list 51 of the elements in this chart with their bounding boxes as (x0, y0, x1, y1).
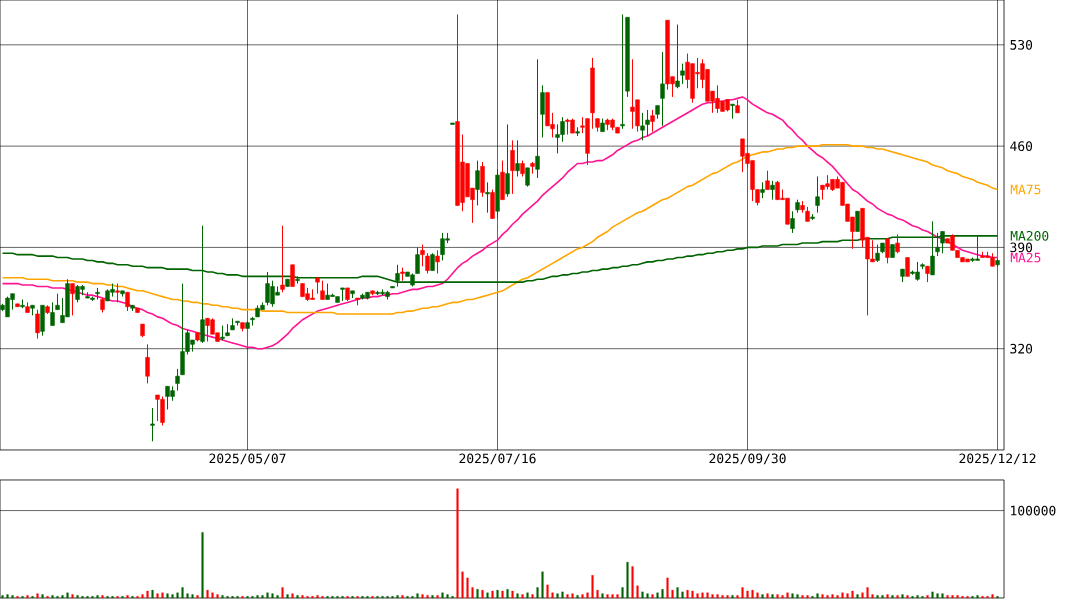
candlestick (620, 13, 625, 130)
candlestick (320, 280, 325, 300)
candlestick (895, 233, 900, 254)
candlestick (650, 109, 655, 133)
candlestick (125, 291, 130, 312)
candlestick (70, 283, 75, 316)
candlestick (540, 84, 545, 138)
series-label: MA25 (1010, 252, 1041, 263)
candlestick (420, 244, 425, 267)
candlestick (425, 252, 430, 274)
candlestick (525, 167, 530, 188)
candlestick (855, 210, 860, 232)
candlestick (505, 123, 510, 198)
candlestick (35, 309, 40, 340)
candlestick (680, 63, 685, 85)
x-tick-label: 2025/09/30 (709, 453, 786, 465)
x-tick-label: 2025/07/16 (459, 453, 536, 465)
candlestick (290, 264, 295, 287)
candlestick (815, 176, 820, 214)
candlestick (150, 407, 155, 442)
series-label: MA75 (1010, 184, 1041, 195)
y-tick-label: 320 (1010, 343, 1033, 354)
candlestick (415, 246, 420, 274)
candlestick (435, 249, 440, 274)
y-tick-label: 460 (1010, 141, 1033, 152)
candlestick (115, 283, 120, 303)
candlestick (770, 180, 775, 201)
candlestick (675, 24, 680, 89)
candlestick (535, 58, 540, 179)
candlestick (660, 51, 665, 127)
y-tick-label: 100000 (1011, 505, 1056, 516)
candlestick (510, 139, 515, 195)
candlestick (645, 109, 650, 137)
candlestick (475, 160, 480, 206)
x-tick-label: 2025/12/12 (959, 453, 1036, 465)
candlestick (730, 103, 735, 120)
candlestick (280, 225, 285, 293)
y-tick-label: 530 (1010, 39, 1033, 50)
candlestick (175, 368, 180, 392)
candlestick (515, 139, 520, 178)
candlestick (640, 112, 645, 141)
candlestick (145, 343, 150, 384)
candlestick (905, 257, 910, 277)
x-tick-label: 2025/05/07 (209, 453, 286, 465)
candlestick (790, 210, 795, 234)
series-label: MA200 (1010, 230, 1049, 241)
candlestick (50, 301, 55, 327)
candlestick (765, 170, 770, 191)
y-tick-label: 390 (1010, 242, 1033, 253)
candlestick (485, 181, 490, 214)
candlestick (885, 238, 890, 264)
